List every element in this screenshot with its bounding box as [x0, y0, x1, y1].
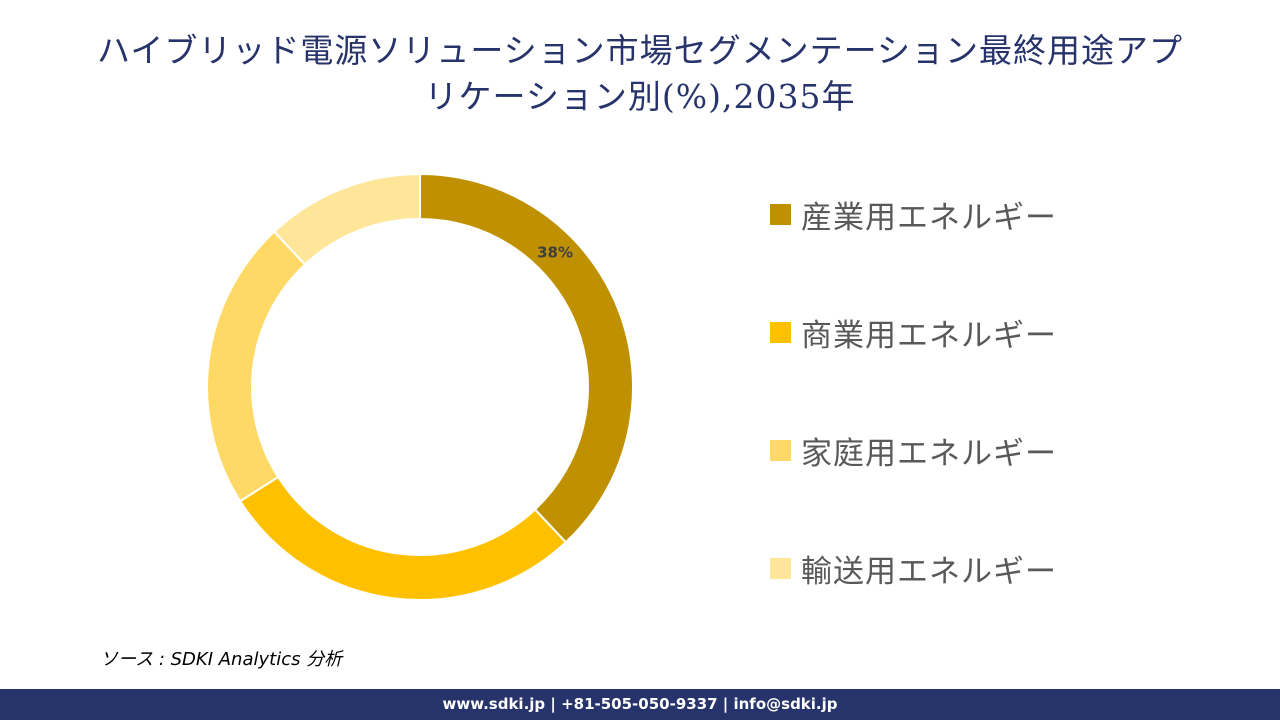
donut-slice: [238, 475, 568, 601]
legend-swatch-icon: [770, 557, 791, 579]
legend-item-commercial: 商業用エネルギー: [770, 308, 1057, 356]
legend-item-industrial: 産業用エネルギー: [770, 190, 1057, 238]
legend-swatch-icon: [770, 203, 791, 225]
legend-item-residential: 家庭用エネルギー: [770, 426, 1057, 474]
donut-slice: [419, 172, 634, 544]
source-note: ソース : SDKI Analytics 分析: [100, 649, 343, 670]
donut-slice: [272, 172, 421, 266]
legend-label: 商業用エネルギー: [801, 317, 1057, 354]
footer-contact-bar: www.sdki.jp | +81-505-050-9337 | info@sd…: [0, 689, 1280, 720]
legend-label: 家庭用エネルギー: [801, 435, 1057, 472]
donut-chart: 38%: [206, 172, 634, 601]
chart-title-line-2: リケーション別(%),2035年: [424, 77, 856, 116]
legend-item-transport: 輸送用エネルギー: [770, 544, 1057, 592]
legend-swatch-icon: [770, 439, 791, 461]
legend-label: 輸送用エネルギー: [801, 553, 1057, 590]
chart-legend: 産業用エネルギー 商業用エネルギー 家庭用エネルギー 輸送用エネルギー: [770, 190, 1057, 662]
chart-title-line-1: ハイブリッド電源ソリューション市場セグメンテーション最終用途アプ: [96, 31, 1184, 70]
donut-slice: [206, 230, 307, 503]
legend-label: 産業用エネルギー: [801, 199, 1057, 236]
chart-title: ハイブリッド電源ソリューション市場セグメンテーション最終用途アプ リケーション別…: [0, 28, 1280, 120]
slice-data-label: 38%: [537, 244, 573, 262]
legend-swatch-icon: [770, 321, 791, 343]
